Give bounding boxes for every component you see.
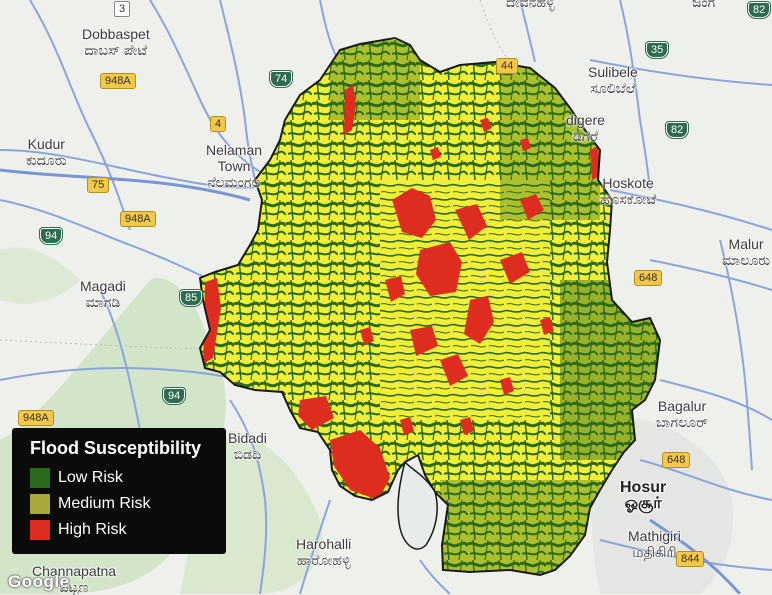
legend-title: Flood Susceptibility xyxy=(30,438,202,458)
route-shield: 948A xyxy=(120,211,156,227)
label-harohalli: Harohalli ಹಾರೋಹಳ್ಳಿ xyxy=(296,536,352,568)
label-kudur: Kudur ಕುದೂರು xyxy=(26,136,67,168)
label-top-2: ಜಂಗ xyxy=(692,0,716,10)
label-hoskote: Hoskote ಹೊಸಕೋಟೆ xyxy=(600,175,657,207)
route-shield: 948A xyxy=(18,410,54,426)
label-nelamangala: Nelaman Town ನೆಲಮಂಗಲ xyxy=(206,142,263,190)
legend-item-medium: Medium Risk xyxy=(30,491,226,517)
label-malur: Malur ಮಾಲೂರು xyxy=(722,236,771,268)
label-magadi: Magadi ಮಾಗಡಿ xyxy=(80,278,126,310)
route-shield: 844 xyxy=(676,551,705,567)
legend-item-low: Low Risk xyxy=(30,465,226,491)
route-shield: 44 xyxy=(496,58,519,74)
google-logo[interactable]: Google xyxy=(8,572,70,591)
label-hosur: Hosur ஓசூர் xyxy=(620,479,667,512)
legend-swatch-high xyxy=(30,520,50,540)
label-channapatna: Channapatna ಪಟ್ಟಣ xyxy=(32,563,117,595)
legend-panel: Flood Susceptibility Low Risk Medium Ris… xyxy=(12,428,226,554)
label-dobbaspet: Dobbaspet ದಾಬಸ್ ಪೇಟೆ xyxy=(82,26,150,58)
route-shield: 3 xyxy=(114,1,131,17)
legend-label-high: High Risk xyxy=(58,521,127,538)
route-shield: 94 xyxy=(40,228,63,244)
legend-label-low: Low Risk xyxy=(58,469,123,486)
route-shield: 82 xyxy=(666,122,689,138)
legend-item-high: High Risk xyxy=(30,517,226,543)
legend-swatch-low xyxy=(30,468,50,488)
label-sulibele: Sulibele ಸೂಲಿಬೆಲೆ xyxy=(588,64,638,96)
legend-swatch-medium xyxy=(30,494,50,514)
label-mathigiri: Mathigiri மதிகிரி xyxy=(628,528,681,560)
route-shield: 74 xyxy=(270,71,293,87)
route-shield: 75 xyxy=(87,177,110,193)
legend-label-medium: Medium Risk xyxy=(58,495,151,512)
route-shield: 648 xyxy=(662,452,691,468)
route-shield: 85 xyxy=(180,290,203,306)
label-bagalur: Bagalur ಬಾಗಲೂರ್ xyxy=(656,398,709,430)
label-top-1: ದೇವನಹಳ್ಳಿ xyxy=(506,0,555,10)
route-shield: 4 xyxy=(210,116,227,132)
label-bidadi: Bidadi ಬಿಡದಿ xyxy=(228,430,267,462)
route-shield: 82 xyxy=(748,2,771,18)
route-shield: 948A xyxy=(100,73,136,89)
label-digere: digere ಡಿಗೆರೆ xyxy=(566,112,605,144)
route-shield: 648 xyxy=(634,270,663,286)
route-shield: 94 xyxy=(163,388,186,404)
route-shield: 35 xyxy=(646,42,669,58)
